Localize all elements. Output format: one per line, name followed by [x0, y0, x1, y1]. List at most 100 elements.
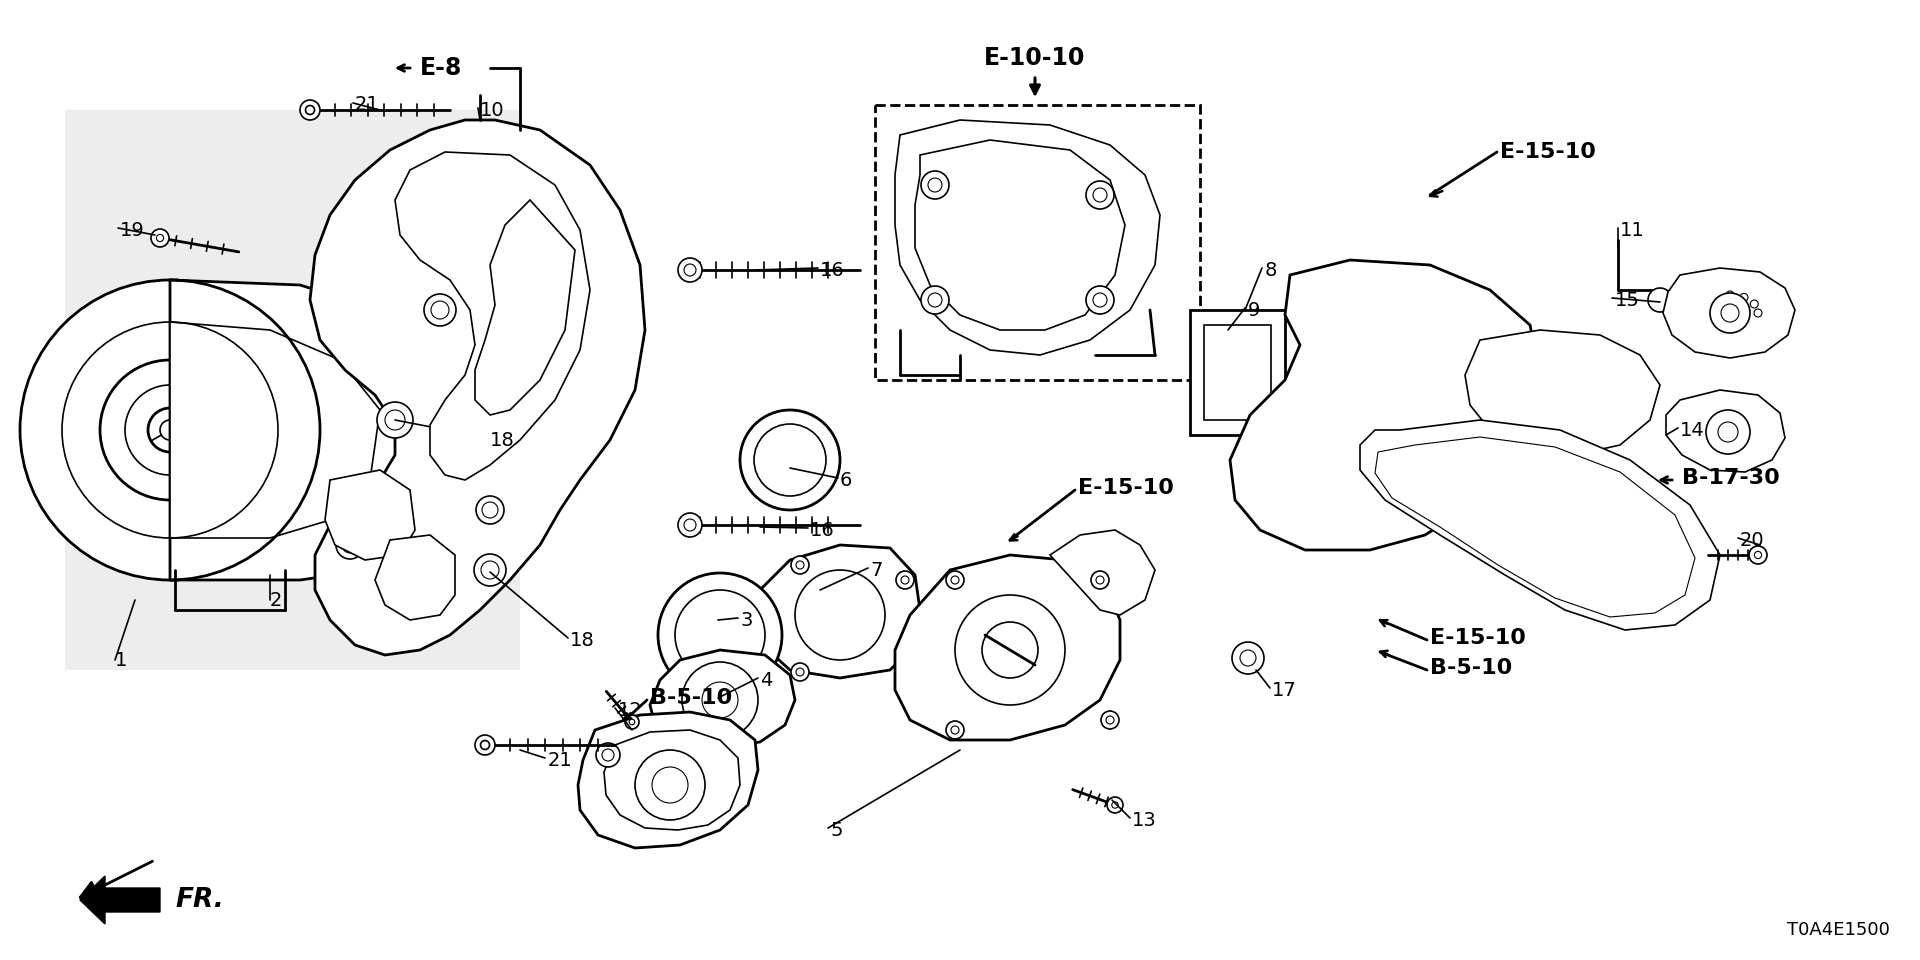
Text: E-10-10: E-10-10: [985, 46, 1085, 70]
Circle shape: [1647, 288, 1672, 312]
Text: 18: 18: [490, 430, 515, 449]
Polygon shape: [760, 545, 920, 678]
Circle shape: [795, 570, 885, 660]
Circle shape: [1087, 286, 1114, 314]
Circle shape: [156, 234, 163, 242]
Circle shape: [659, 573, 781, 697]
Polygon shape: [895, 120, 1160, 355]
Bar: [876, 105, 1200, 380]
Circle shape: [430, 301, 449, 319]
Circle shape: [1707, 410, 1749, 454]
Polygon shape: [396, 152, 589, 480]
Circle shape: [678, 513, 703, 537]
Circle shape: [300, 100, 321, 120]
Text: 21: 21: [355, 95, 380, 114]
Text: 6: 6: [841, 470, 852, 490]
Circle shape: [947, 721, 964, 739]
Polygon shape: [171, 322, 380, 538]
Polygon shape: [374, 535, 455, 620]
Circle shape: [682, 662, 758, 738]
Circle shape: [981, 622, 1039, 678]
Circle shape: [482, 561, 499, 579]
Circle shape: [927, 178, 943, 192]
Text: FR.: FR.: [175, 887, 225, 913]
Text: B-5-10: B-5-10: [651, 688, 732, 708]
Circle shape: [900, 651, 920, 669]
Circle shape: [922, 171, 948, 199]
Circle shape: [1755, 551, 1763, 559]
Circle shape: [1749, 546, 1766, 564]
Circle shape: [1087, 181, 1114, 209]
Text: 20: 20: [1740, 531, 1764, 549]
Circle shape: [386, 410, 405, 430]
Circle shape: [1106, 716, 1114, 724]
Circle shape: [755, 424, 826, 496]
Text: B-5-10: B-5-10: [1430, 658, 1513, 678]
Circle shape: [797, 561, 804, 569]
Circle shape: [1092, 188, 1108, 202]
Circle shape: [342, 537, 357, 553]
Circle shape: [159, 420, 180, 440]
Circle shape: [19, 280, 321, 580]
Circle shape: [474, 735, 495, 755]
Polygon shape: [651, 650, 795, 748]
Circle shape: [1091, 571, 1110, 589]
Circle shape: [376, 402, 413, 438]
Circle shape: [739, 410, 841, 510]
Circle shape: [1720, 304, 1740, 322]
Text: E-15-10: E-15-10: [1077, 478, 1173, 498]
Circle shape: [1100, 711, 1119, 729]
Circle shape: [305, 106, 315, 114]
Circle shape: [474, 554, 507, 586]
Polygon shape: [1231, 260, 1540, 550]
Circle shape: [1751, 300, 1759, 308]
Polygon shape: [1663, 268, 1795, 358]
Circle shape: [922, 286, 948, 314]
Circle shape: [791, 663, 808, 681]
Circle shape: [678, 258, 703, 282]
Circle shape: [476, 496, 503, 524]
Polygon shape: [1667, 390, 1786, 472]
Polygon shape: [895, 555, 1119, 740]
Circle shape: [125, 385, 215, 475]
Circle shape: [950, 726, 958, 734]
Circle shape: [653, 767, 687, 803]
Circle shape: [1711, 293, 1749, 333]
Text: 21: 21: [547, 751, 572, 770]
Text: B-17-30: B-17-30: [1682, 468, 1780, 488]
Circle shape: [1740, 294, 1747, 301]
Polygon shape: [474, 200, 574, 415]
Bar: [1204, 325, 1271, 420]
Circle shape: [1112, 802, 1117, 808]
Text: 13: 13: [1133, 810, 1156, 829]
Circle shape: [148, 408, 192, 452]
Text: 19: 19: [119, 221, 144, 239]
Circle shape: [482, 502, 497, 518]
Circle shape: [1233, 642, 1263, 674]
Circle shape: [603, 749, 614, 761]
Polygon shape: [309, 120, 645, 655]
Circle shape: [703, 682, 737, 718]
Circle shape: [595, 743, 620, 767]
Text: 3: 3: [739, 611, 753, 630]
Text: 9: 9: [1248, 300, 1260, 320]
Bar: [1190, 310, 1284, 435]
Circle shape: [626, 715, 639, 729]
Circle shape: [927, 293, 943, 307]
Circle shape: [1726, 291, 1734, 299]
Text: 12: 12: [618, 701, 643, 719]
Polygon shape: [1375, 437, 1695, 617]
Polygon shape: [605, 730, 739, 830]
Text: 8: 8: [1265, 260, 1277, 279]
Text: 14: 14: [1680, 420, 1705, 440]
Text: 7: 7: [870, 561, 883, 580]
Text: 18: 18: [570, 631, 595, 650]
Polygon shape: [171, 280, 461, 580]
Circle shape: [1096, 576, 1104, 584]
Text: 5: 5: [829, 821, 843, 839]
Circle shape: [900, 576, 908, 584]
Circle shape: [947, 571, 964, 589]
Circle shape: [424, 294, 457, 326]
Circle shape: [336, 531, 365, 559]
Circle shape: [480, 740, 490, 750]
